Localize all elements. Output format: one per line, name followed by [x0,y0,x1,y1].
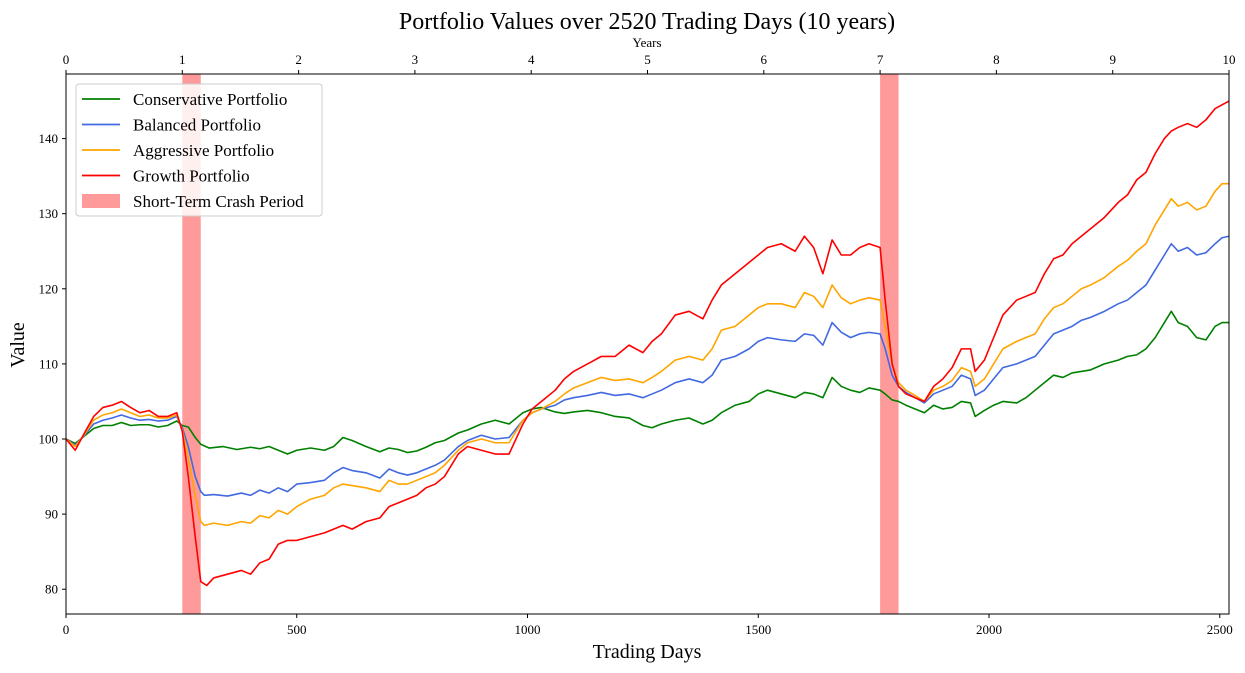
legend: Conservative Portfolio Balanced Portfolio… [75,83,323,217]
legend-swatch-crash [82,194,120,208]
top-tick-label: 0 [63,52,70,67]
series-line-growth-portfolio [65,100,1230,587]
top-tick-label: 1 [179,52,186,67]
series-lines [65,100,1230,587]
top-tick-label: 2 [295,52,302,67]
x-tick-label: 0 [63,622,70,637]
legend-label: Balanced Portfolio [133,116,261,135]
series-line-balanced-portfolio [65,235,1230,497]
x-tick-label: 1000 [515,622,541,637]
y-tick-label: 90 [45,507,58,522]
x-tick-label: 2500 [1207,622,1233,637]
x-tick-label: 1500 [745,622,771,637]
x-axis-title: Trading Days [593,641,702,663]
y-tick-label: 120 [39,281,59,296]
series-line-conservative-portfolio [65,310,1229,455]
top-axis-ticks: 0 1 2 3 4 5 6 7 8 9 10 [63,52,1236,74]
legend-label: Aggressive Portfolio [133,141,274,160]
legend-label-crash: Short-Term Crash Period [133,192,304,211]
legend-label: Conservative Portfolio [133,90,287,109]
chart-title: Portfolio Values over 2520 Trading Days … [399,9,895,35]
top-tick-label: 9 [1109,52,1116,67]
legend-label: Growth Portfolio [133,167,250,186]
top-tick-label: 4 [528,52,535,67]
x-tick-label: 500 [287,622,307,637]
series-line-aggressive-portfolio [65,182,1229,527]
x-axis-ticks: 0 500 1000 1500 2000 2500 [63,614,1233,637]
top-tick-label: 6 [761,52,768,67]
top-tick-label: 3 [412,52,419,67]
y-tick-label: 110 [39,356,58,371]
top-tick-label: 8 [993,52,1000,67]
top-tick-label: 10 [1223,52,1236,67]
y-tick-label: 140 [39,131,59,146]
y-axis-ticks: 80 90 100 110 120 130 140 [39,131,66,597]
legend-frame [75,83,323,217]
y-tick-label: 130 [39,206,59,221]
x-tick-label: 2000 [976,622,1002,637]
top-tick-label: 7 [877,52,884,67]
top-axis-title: Years [632,35,661,50]
top-tick-label: 5 [644,52,651,67]
y-tick-label: 100 [39,432,59,447]
y-axis-title: Value [7,322,29,368]
y-tick-label: 80 [45,582,58,597]
